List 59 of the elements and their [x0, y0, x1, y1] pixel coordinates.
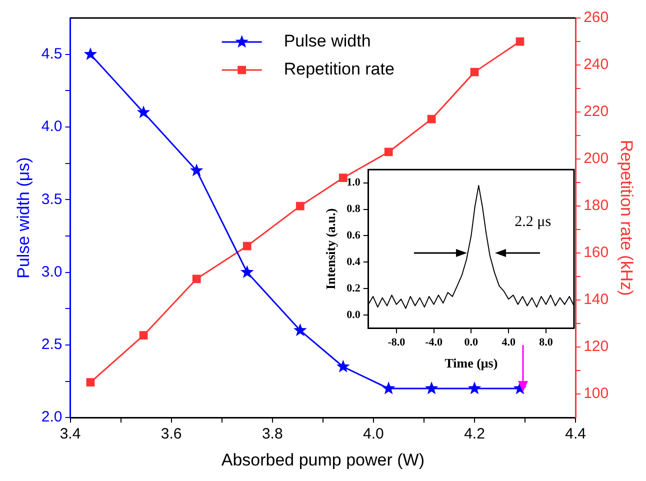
y2-tick-label: 260: [584, 9, 609, 26]
y2-tick-label: 240: [584, 56, 609, 74]
point: [296, 202, 304, 210]
x-tick-label: 4.4: [565, 426, 586, 443]
annotation: 2.2 μs: [514, 214, 552, 230]
y-tick-label: 0.6: [346, 230, 361, 242]
y-tick-label: 1.0: [346, 176, 361, 189]
point: [192, 274, 201, 284]
y-tick-label: 4.0: [41, 118, 62, 136]
y2-tick-label: 200: [584, 150, 609, 168]
x-tick-label: 0.0: [464, 336, 479, 349]
point: [338, 174, 348, 182]
point: [470, 68, 479, 76]
point: [240, 265, 254, 278]
point: [136, 105, 150, 118]
y2-tick-label: 220: [584, 103, 609, 120]
y2-axis-title: Repetition rate (kHz): [617, 140, 636, 296]
legend-label: Pulse width: [284, 32, 371, 51]
x-tick-label: -4.0: [425, 336, 443, 349]
y2-tick-label: 120: [584, 338, 609, 356]
y-tick-label: 0.2: [346, 282, 361, 294]
y-tick-label: 4.5: [41, 45, 62, 62]
y2-tick-label: 180: [584, 197, 609, 214]
y2-tick-label: 100: [584, 385, 609, 402]
x-tick-label: -8.0: [388, 336, 406, 349]
point: [424, 382, 438, 394]
y-tick-label: 0.0: [346, 308, 361, 321]
x-tick-label: 4.2: [464, 426, 485, 443]
point: [294, 323, 307, 336]
y-tick-label: 3.0: [41, 263, 62, 280]
point: [427, 114, 436, 124]
legend-label: Repetition rate: [284, 60, 394, 79]
point: [84, 47, 98, 60]
y-axis-title: Pulse width (μs): [14, 157, 33, 278]
y-tick-label: 0.4: [346, 256, 361, 268]
point: [468, 382, 482, 394]
y-tick-label: 3.5: [41, 190, 62, 208]
x-tick-label: 3.8: [262, 426, 283, 443]
x-axis-title: Time (μs): [444, 356, 498, 371]
point: [382, 382, 396, 394]
x-tick-label: 8.0: [539, 336, 554, 349]
y-tick-label: 0.8: [346, 203, 361, 216]
x-axis-title: Absorbed pump power (W): [221, 450, 424, 470]
y-axis-title: Intensity (a.u.): [323, 208, 338, 290]
point: [336, 360, 350, 372]
point: [139, 331, 148, 340]
point: [384, 148, 393, 156]
x-tick-label: 3.4: [60, 426, 81, 443]
y2-tick-label: 140: [584, 291, 609, 308]
x-tick-label: 4.0: [502, 336, 516, 349]
y2-tick-label: 160: [584, 244, 609, 262]
x-tick-label: 3.6: [160, 426, 182, 443]
y-tick-label: 2.5: [41, 336, 62, 354]
point: [516, 37, 524, 46]
y-tick-label: 2.0: [41, 408, 62, 426]
point: [242, 242, 252, 250]
x-tick-label: 4.0: [363, 426, 384, 443]
point: [190, 164, 204, 176]
point: [86, 378, 95, 387]
